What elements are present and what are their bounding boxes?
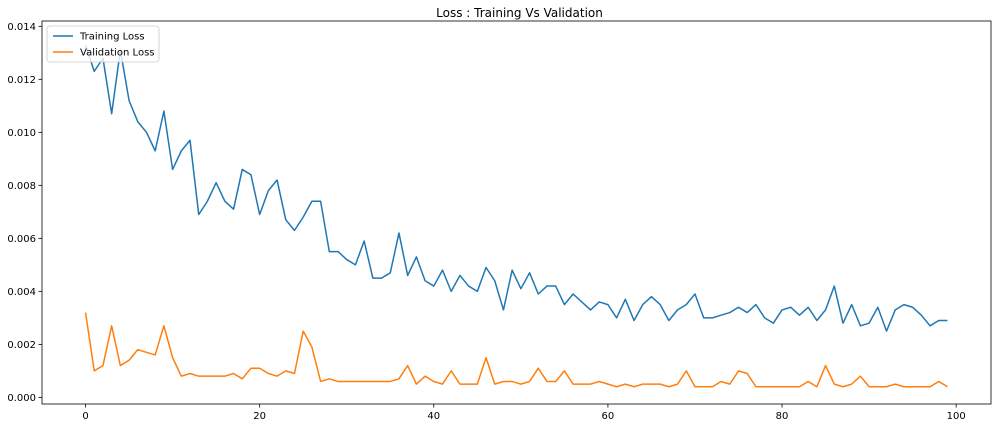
- series-layer: [84, 44, 948, 388]
- y-tick-label: 0.008: [7, 181, 36, 192]
- y-tick-label: 0.000: [7, 393, 36, 404]
- x-tick-label: 0: [82, 411, 88, 422]
- y-tick-label: 0.012: [7, 75, 36, 86]
- axes-layer: 0 20 40 60 80 100 0.000 0.002 0.004 0.006 0.008 0.0…: [7, 22, 965, 422]
- y-tick-label: 0.006: [7, 234, 36, 245]
- y-tick-label: 0.002: [7, 340, 36, 351]
- legend-label-training: Training Loss: [79, 32, 145, 43]
- x-tick-label: 40: [427, 411, 440, 422]
- plot-frame: [41, 20, 992, 405]
- plot-area: [42, 21, 991, 404]
- training-loss-line: [84, 44, 948, 332]
- y-tick-label: 0.014: [7, 22, 36, 33]
- legend-box: [46, 25, 160, 63]
- y-tick-label: 0.010: [7, 128, 36, 139]
- x-tick-label: 100: [947, 411, 966, 422]
- chart-title: Loss : Training Vs Validation: [436, 6, 603, 20]
- y-tick-label: 0.004: [7, 287, 36, 298]
- x-tick-label: 80: [776, 411, 789, 422]
- x-tick-label: 60: [602, 411, 615, 422]
- validation-loss-line: [84, 312, 948, 388]
- legend-label-validation: Validation Loss: [80, 48, 155, 59]
- legend: Training Loss Validation Loss: [46, 25, 160, 63]
- x-tick-label: 20: [253, 411, 266, 422]
